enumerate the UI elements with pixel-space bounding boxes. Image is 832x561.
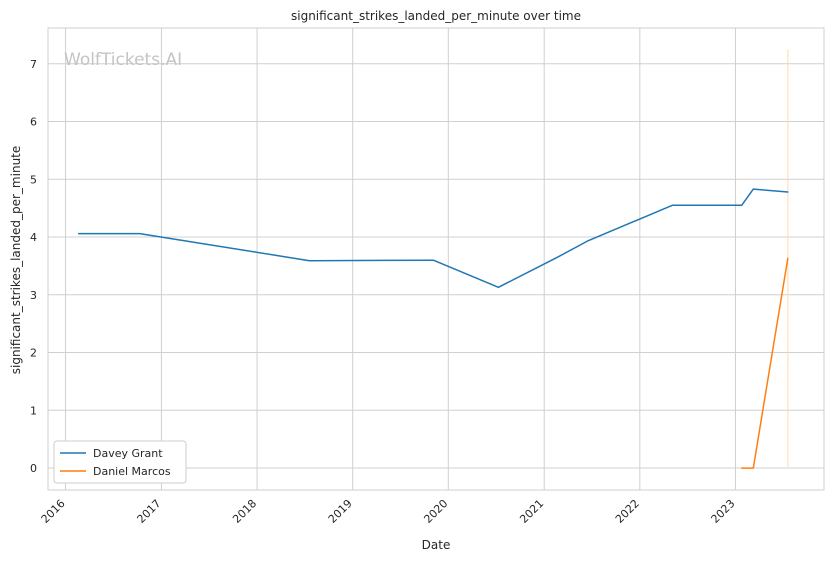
y-tick-label-0: 0 (30, 462, 37, 475)
x-tick-label-2020: 2020 (421, 497, 450, 526)
y-tick-label-6: 6 (30, 116, 37, 129)
x-tick-label-2018: 2018 (230, 497, 259, 526)
x-tick-label-2016: 2016 (39, 497, 68, 526)
y-tick-label-4: 4 (30, 231, 37, 244)
series-line-davey-grant (77, 188, 789, 289)
x-tick-label-2023: 2023 (709, 497, 738, 526)
grid (48, 28, 824, 490)
chart-title: significant_strikes_landed_per_minute ov… (291, 9, 581, 23)
x-tick-label-2022: 2022 (613, 497, 642, 526)
x-axis-label: Date (422, 538, 451, 552)
x-tick-label-2021: 2021 (517, 497, 546, 526)
y-axis-label: significant_strikes_landed_per_minute (9, 146, 23, 375)
x-tick-labels: 2016 2017 2018 2019 2020 2021 2022 2023 (39, 497, 738, 526)
plot-frame (47, 27, 825, 491)
watermark: WolfTickets.AI (64, 50, 182, 70)
legend-label-daniel-marcos: Daniel Marcos (93, 465, 171, 478)
y-tick-labels: 0 1 2 3 4 5 6 7 (30, 58, 37, 475)
series-line-daniel-marcos (740, 257, 789, 469)
x-tick-label-2019: 2019 (326, 497, 355, 526)
y-tick-label-3: 3 (30, 289, 37, 302)
legend-label-davey-grant: Davey Grant (93, 447, 163, 460)
y-tick-label-1: 1 (30, 404, 37, 417)
legend: Davey Grant Daniel Marcos (53, 440, 187, 484)
y-tick-label-2: 2 (30, 347, 37, 360)
series-layer (77, 188, 789, 469)
y-tick-label-5: 5 (30, 173, 37, 186)
x-tick-label-2017: 2017 (135, 497, 164, 526)
y-tick-label-7: 7 (30, 58, 37, 71)
legend-box (53, 440, 187, 484)
